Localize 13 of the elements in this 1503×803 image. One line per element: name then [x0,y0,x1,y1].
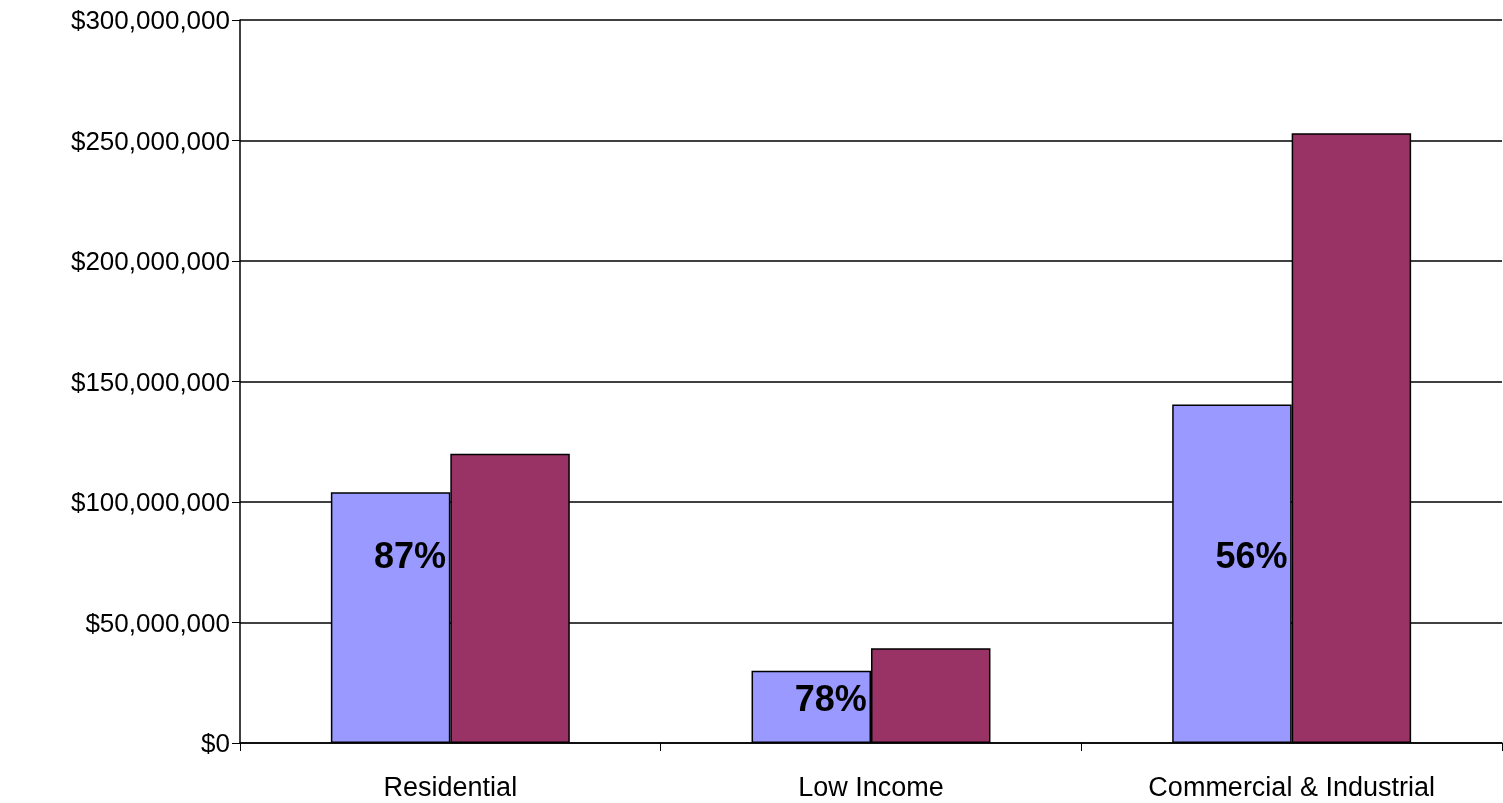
y-tick-label: $250,000,000 [70,125,230,156]
annotation: 87% [374,534,447,576]
x-tick-label: Low Income [798,771,944,802]
y-tick-label: $300,000,000 [70,5,230,35]
x-tick-label: Residential [383,771,518,802]
y-tick-label: $100,000,000 [70,487,230,517]
y-tick-label: $50,000,000 [85,607,230,638]
y-tick-label: $0 [201,728,230,758]
annotation: 56% [1215,534,1288,576]
annotation: 78% [794,677,867,719]
x-tick-label: Commercial & Industrial [1148,771,1435,802]
y-tick-label: $200,000,000 [70,246,230,276]
y-tick-label: $150,000,000 [70,366,230,397]
